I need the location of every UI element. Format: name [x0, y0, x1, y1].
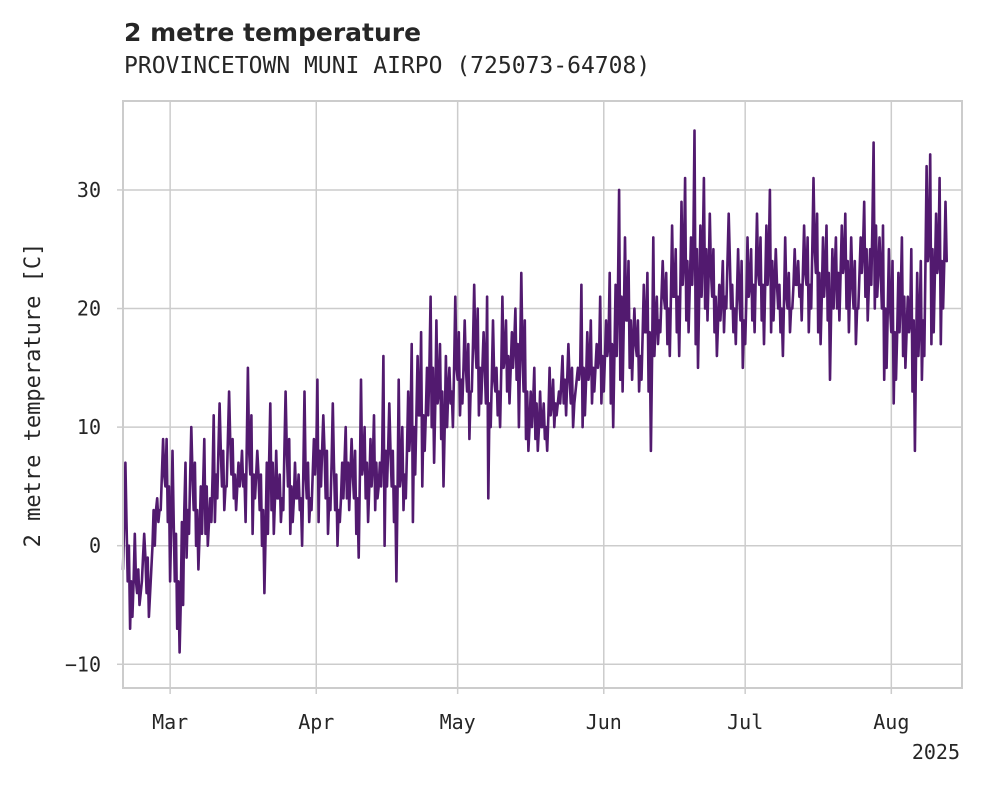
- chart-subtitle: PROVINCETOWN MUNI AIRPO (725073-64708): [124, 53, 650, 79]
- y-tick-label: 20: [77, 297, 101, 321]
- plot-frame: [122, 100, 963, 689]
- x-tick-label: Mar: [152, 710, 188, 734]
- y-tick-label: 10: [77, 415, 101, 439]
- x-tick-label: Jul: [727, 710, 763, 734]
- chart-title: 2 metre temperature: [124, 18, 421, 47]
- y-tick-label: 0: [89, 534, 101, 558]
- x-tick-label: Apr: [298, 710, 334, 734]
- plot-series: [121, 129, 949, 654]
- y-tick-label: 30: [77, 178, 101, 202]
- y-tick-label: −10: [65, 652, 101, 676]
- y-axis: −10 0 10 20 30: [65, 178, 123, 676]
- x-tick-label: May: [440, 710, 476, 734]
- temperature-series-line: [121, 129, 949, 654]
- x-tick-label: Aug: [873, 710, 909, 734]
- y-axis-label: 2 metre temperature [C]: [21, 243, 46, 548]
- x-axis: Mar Apr May Jun Jul Aug: [152, 688, 909, 734]
- x-tick-label: Jun: [586, 710, 622, 734]
- x-year-label: 2025: [912, 740, 960, 764]
